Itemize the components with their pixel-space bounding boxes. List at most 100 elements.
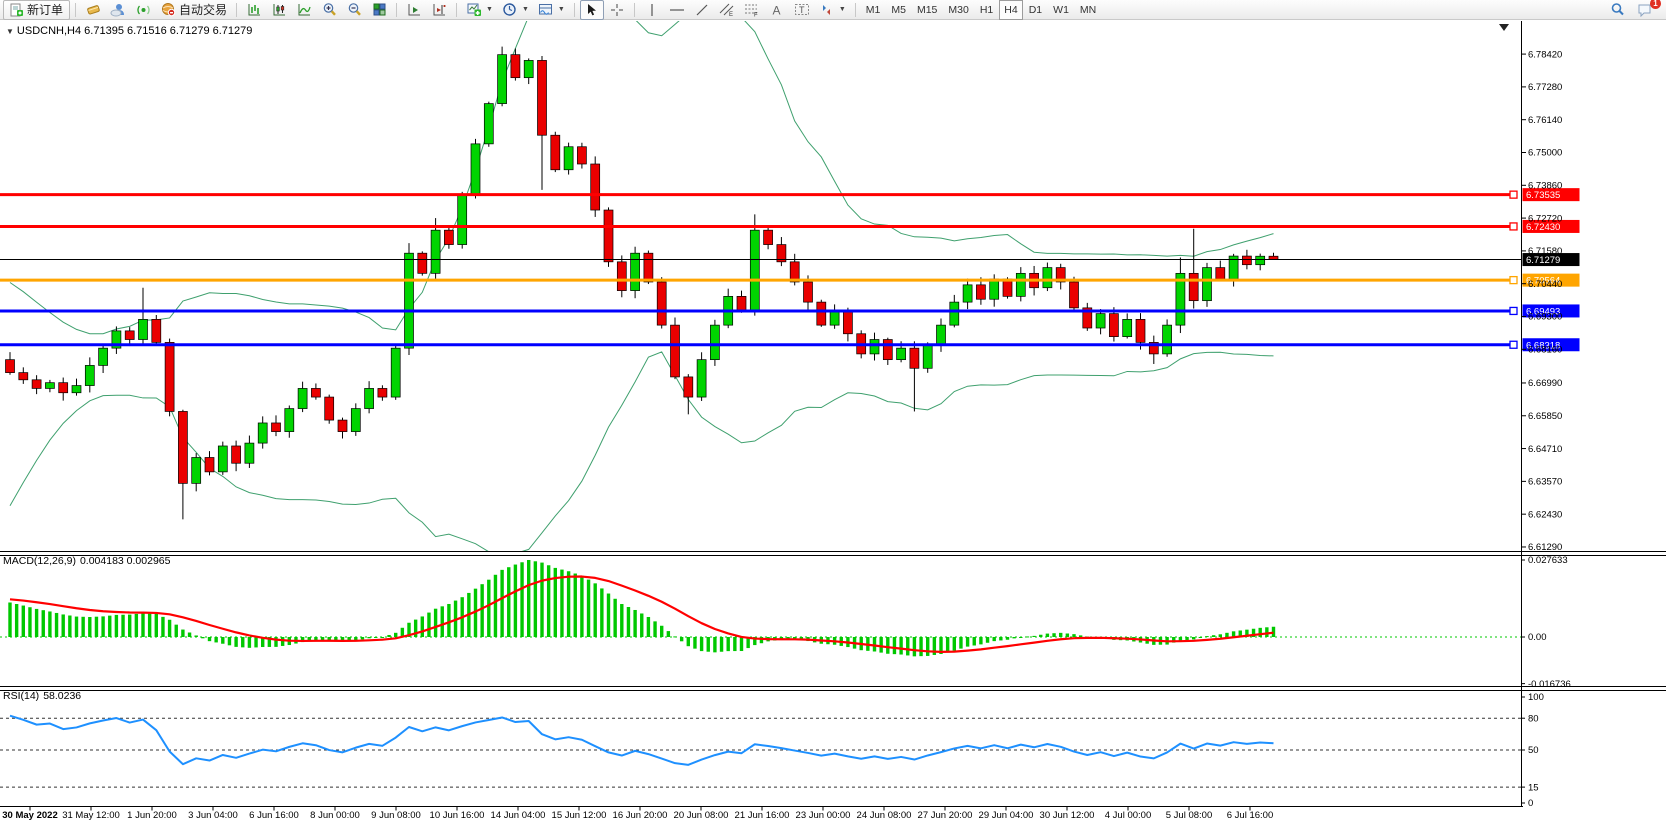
candle: [18, 372, 29, 381]
macd-bar: [194, 635, 198, 637]
chat-button[interactable]: 1: [1633, 0, 1661, 20]
candle: [71, 385, 82, 394]
macd-bar: [354, 637, 358, 641]
autotrade-button[interactable]: 自动交易: [156, 0, 231, 20]
macd-bar: [201, 637, 205, 639]
tab-timeframe-h1[interactable]: H1: [979, 3, 994, 16]
line-end-marker: [1509, 340, 1518, 349]
zoom-in-button[interactable]: [317, 0, 341, 20]
candle: [231, 445, 241, 464]
macd-bar: [620, 604, 624, 637]
candle: [776, 244, 787, 263]
fibonacci-button[interactable]: F: [740, 0, 764, 20]
line-end-marker: [1509, 275, 1518, 285]
macd-bar: [360, 637, 365, 640]
time-tick-label: 30 Jun 12:00: [1040, 810, 1095, 821]
tab-timeframe-m30[interactable]: M30: [948, 3, 969, 16]
macd-bar: [367, 637, 371, 639]
macd-bar: [34, 608, 39, 637]
tab-timeframe-mn[interactable]: MN: [1079, 3, 1097, 16]
macd-bar: [999, 637, 1003, 641]
candle: [1002, 278, 1013, 297]
macd-bar: [646, 616, 651, 637]
candle: [550, 134, 561, 171]
macd-bar: [241, 637, 245, 648]
macd-bar: [128, 614, 132, 637]
chart-shift-marker: [1499, 24, 1509, 31]
candle: [882, 339, 893, 361]
candle: [670, 324, 680, 378]
macd-bar: [28, 607, 32, 637]
candlestick-chart-icon: [271, 2, 287, 18]
vertical-line-icon: [644, 2, 660, 18]
macd-bar: [640, 613, 644, 637]
candle: [1202, 267, 1212, 302]
chart-shift-button[interactable]: [427, 0, 451, 20]
macd-bar: [174, 624, 178, 637]
orders-history-button[interactable]: [81, 0, 105, 20]
candle: [630, 252, 640, 291]
toolbar-right: 1: [1605, 0, 1663, 20]
price-tag: [1522, 253, 1580, 267]
new-order-button[interactable]: 新订单: [3, 0, 71, 20]
macd-bar: [533, 561, 538, 637]
tab-timeframe-m15[interactable]: M15: [916, 3, 938, 16]
indicators-button[interactable]: ▼: [534, 0, 569, 20]
macd-bar: [1052, 633, 1056, 637]
horizontal-line-button[interactable]: [665, 0, 689, 20]
macd-bar: [221, 637, 225, 644]
macd-bar: [141, 613, 145, 637]
macd-bar: [340, 637, 345, 642]
time-tick-label: 16 Jun 20:00: [613, 810, 668, 821]
price-tag: [1522, 304, 1580, 318]
arrows-button[interactable]: ▼: [815, 0, 850, 20]
macd-signal-line: [9, 575, 1274, 653]
line-chart-button[interactable]: [292, 0, 316, 20]
candle: [936, 324, 946, 346]
macd-bar: [14, 604, 19, 637]
cursor-button[interactable]: [579, 0, 604, 20]
tab-timeframe-m5[interactable]: M5: [891, 3, 906, 16]
macd-bar: [473, 588, 478, 637]
macd-bar: [41, 610, 45, 637]
time-tick-label: 4 Jul 00:00: [1105, 810, 1151, 821]
signals-button[interactable]: [131, 0, 155, 20]
trendline-button[interactable]: [690, 0, 714, 20]
tab-timeframe-h4[interactable]: H4: [999, 0, 1023, 20]
candle: [656, 281, 667, 326]
vertical-line-button[interactable]: [640, 0, 664, 20]
community-button[interactable]: [106, 0, 130, 20]
macd-bar: [932, 637, 937, 655]
svg-text:F: F: [754, 13, 758, 18]
auto-scroll-button[interactable]: [402, 0, 426, 20]
macd-bar: [207, 637, 212, 642]
bar-chart-button[interactable]: [242, 0, 266, 20]
zoom-out-icon: [346, 2, 362, 18]
candle: [1122, 319, 1133, 337]
search-button[interactable]: [1605, 0, 1629, 20]
tab-timeframe-m1[interactable]: M1: [865, 3, 881, 16]
tab-timeframe-d1[interactable]: D1: [1028, 3, 1043, 16]
tab-timeframe-w1[interactable]: W1: [1053, 3, 1069, 16]
macd-values: 0.004183 0.002965: [79, 555, 171, 567]
zoom-out-button[interactable]: [342, 0, 366, 20]
label-button[interactable]: T: [790, 0, 814, 20]
candlestick-chart-button[interactable]: [267, 0, 291, 20]
new-chart-button[interactable]: ▼: [462, 0, 497, 20]
candle: [257, 422, 268, 444]
macd-bar: [926, 637, 930, 656]
line-chart-icon: [296, 2, 312, 18]
text-button[interactable]: A: [765, 0, 789, 20]
crosshair-button[interactable]: [605, 0, 629, 20]
macd-bar: [433, 608, 438, 637]
candle: [271, 422, 281, 432]
macd-bar: [227, 637, 232, 646]
candle: [1042, 267, 1053, 289]
periods-button[interactable]: ▼: [498, 0, 533, 20]
time-tick-label: 1 Jun 20:00: [127, 810, 177, 821]
macd-bar: [181, 629, 185, 637]
channel-button[interactable]: E: [715, 0, 739, 20]
tile-windows-button[interactable]: [367, 0, 391, 20]
macd-bar: [699, 637, 704, 652]
